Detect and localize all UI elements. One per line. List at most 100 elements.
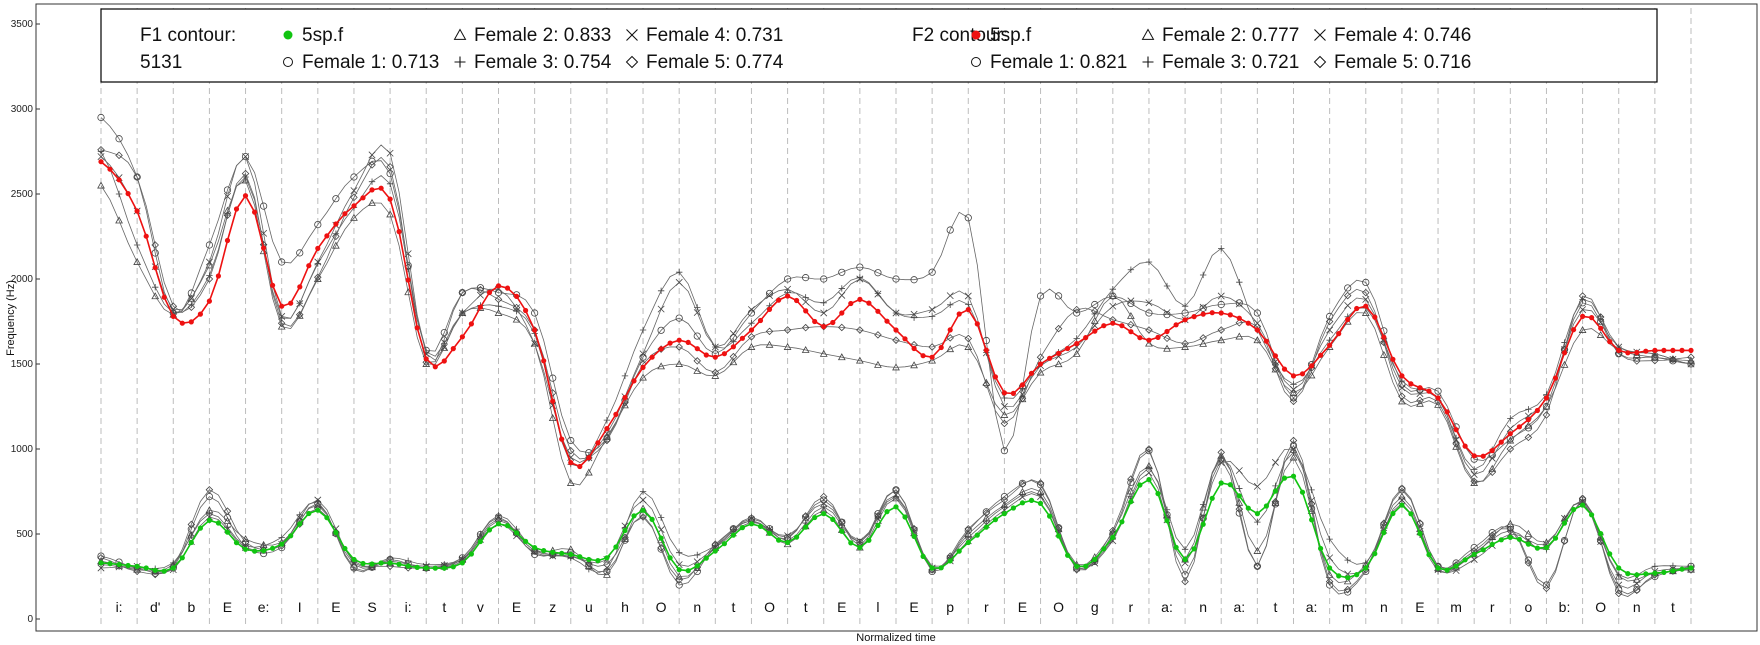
main-f2-point bbox=[1236, 315, 1242, 321]
legend-entry-label: Female 3: 0.754 bbox=[474, 52, 612, 73]
main-f2-point bbox=[1625, 350, 1631, 356]
speaker-marker bbox=[1524, 559, 1533, 567]
speaker-marker bbox=[1506, 525, 1515, 533]
main-f2-point bbox=[1399, 373, 1405, 379]
main-f1-point bbox=[541, 548, 547, 554]
main-f1-point bbox=[1209, 495, 1215, 501]
main-f2-point bbox=[351, 203, 357, 209]
speaker-marker bbox=[1524, 421, 1533, 429]
phoneme-label: I bbox=[298, 599, 302, 615]
main-f1-point bbox=[414, 564, 420, 571]
main-f1-point bbox=[1327, 565, 1333, 571]
main-f1-point bbox=[1534, 545, 1540, 551]
speaker-marker bbox=[892, 336, 900, 344]
main-f2-point bbox=[721, 351, 728, 357]
speaker-marker bbox=[152, 283, 159, 291]
main-f2-point bbox=[98, 159, 104, 165]
main-f1-point bbox=[215, 520, 221, 526]
main-f2-point bbox=[541, 358, 547, 364]
main-f1-point bbox=[1625, 571, 1631, 577]
phoneme-label: t bbox=[1273, 599, 1277, 615]
speaker-marker bbox=[802, 274, 810, 282]
main-f2-point bbox=[1272, 353, 1278, 359]
main-f2-point bbox=[911, 345, 917, 352]
speaker-marker bbox=[241, 153, 250, 161]
main-f2-point bbox=[279, 303, 285, 309]
speaker-marker bbox=[621, 401, 629, 409]
legend-entry-label: 5sp.f bbox=[990, 25, 1032, 46]
speaker-marker bbox=[747, 306, 755, 314]
main-f2-point bbox=[143, 233, 149, 239]
speaker-marker bbox=[223, 517, 232, 524]
speaker-marker bbox=[1326, 554, 1334, 562]
main-f1-point bbox=[1146, 477, 1152, 483]
speaker-marker bbox=[530, 339, 539, 347]
speaker-marker bbox=[1090, 316, 1099, 324]
speaker-marker bbox=[1560, 536, 1569, 545]
phoneme-label: t bbox=[731, 599, 735, 615]
main-f1-point bbox=[1580, 502, 1586, 508]
main-f1-point bbox=[604, 555, 610, 561]
main-f2-point bbox=[495, 283, 502, 289]
y-tick-label: 1500 bbox=[11, 359, 34, 370]
phoneme-label: n bbox=[1633, 599, 1641, 615]
speaker-marker bbox=[675, 572, 684, 580]
main-f1-point bbox=[1019, 500, 1026, 506]
main-f2-point bbox=[342, 211, 348, 217]
main-f2-point bbox=[1435, 395, 1441, 401]
speaker-marker bbox=[133, 567, 141, 576]
main-f2-point bbox=[803, 308, 809, 314]
main-f2-point bbox=[1327, 342, 1333, 348]
speaker-marker bbox=[567, 436, 575, 445]
speaker-marker bbox=[1615, 581, 1623, 589]
speaker-marker bbox=[1470, 556, 1478, 563]
main-f1-point bbox=[1191, 546, 1197, 552]
speaker-marker bbox=[621, 533, 629, 542]
main-f2-point bbox=[532, 327, 538, 333]
speaker-marker bbox=[1000, 419, 1009, 428]
speaker-marker bbox=[675, 576, 683, 584]
speaker-marker bbox=[1127, 475, 1135, 483]
main-f2-point bbox=[956, 311, 962, 317]
speaker-marker bbox=[530, 547, 539, 555]
main-f1-point bbox=[486, 527, 493, 533]
main-f1-point bbox=[351, 556, 357, 563]
main-f1-point bbox=[685, 568, 691, 574]
speaker-marker bbox=[982, 380, 991, 389]
speaker-marker bbox=[277, 319, 286, 327]
phoneme-label: d' bbox=[150, 599, 160, 615]
main-f2-point bbox=[848, 300, 854, 307]
main-f1-point bbox=[658, 535, 664, 541]
phoneme-label: z bbox=[549, 599, 556, 615]
phoneme-label: t bbox=[804, 599, 808, 615]
speaker-marker bbox=[1001, 394, 1008, 402]
speaker-marker bbox=[548, 414, 557, 422]
main-f1-point bbox=[1309, 517, 1315, 523]
main-f1-point bbox=[342, 545, 348, 552]
speaker-marker bbox=[1326, 326, 1334, 334]
speaker-marker bbox=[1452, 439, 1460, 448]
speaker-marker bbox=[1488, 468, 1497, 477]
legend-entry-label: 5sp.f bbox=[302, 25, 344, 46]
speaker-marker bbox=[1344, 570, 1352, 578]
speaker-marker bbox=[1253, 562, 1262, 571]
speaker-marker bbox=[169, 302, 178, 310]
speaker-marker bbox=[603, 416, 611, 424]
main-f1-point bbox=[676, 567, 682, 573]
speaker-marker bbox=[1614, 350, 1623, 358]
main-f1-point bbox=[288, 533, 294, 539]
main-f2-point bbox=[1336, 331, 1342, 337]
main-f2-point bbox=[1218, 310, 1224, 316]
speaker-marker bbox=[97, 564, 105, 572]
speaker-marker bbox=[1145, 445, 1153, 453]
main-f2-point bbox=[712, 354, 718, 360]
speaker-marker bbox=[350, 173, 358, 181]
main-f1-point bbox=[405, 563, 411, 569]
legend-entry-label: Female 4: 0.746 bbox=[1334, 25, 1471, 46]
speaker-marker bbox=[151, 241, 159, 249]
speaker-marker bbox=[946, 292, 954, 300]
main-f2-point bbox=[559, 436, 565, 442]
main-f1-point bbox=[667, 555, 673, 561]
speaker-marker bbox=[765, 327, 774, 336]
main-f1-point bbox=[956, 548, 962, 554]
